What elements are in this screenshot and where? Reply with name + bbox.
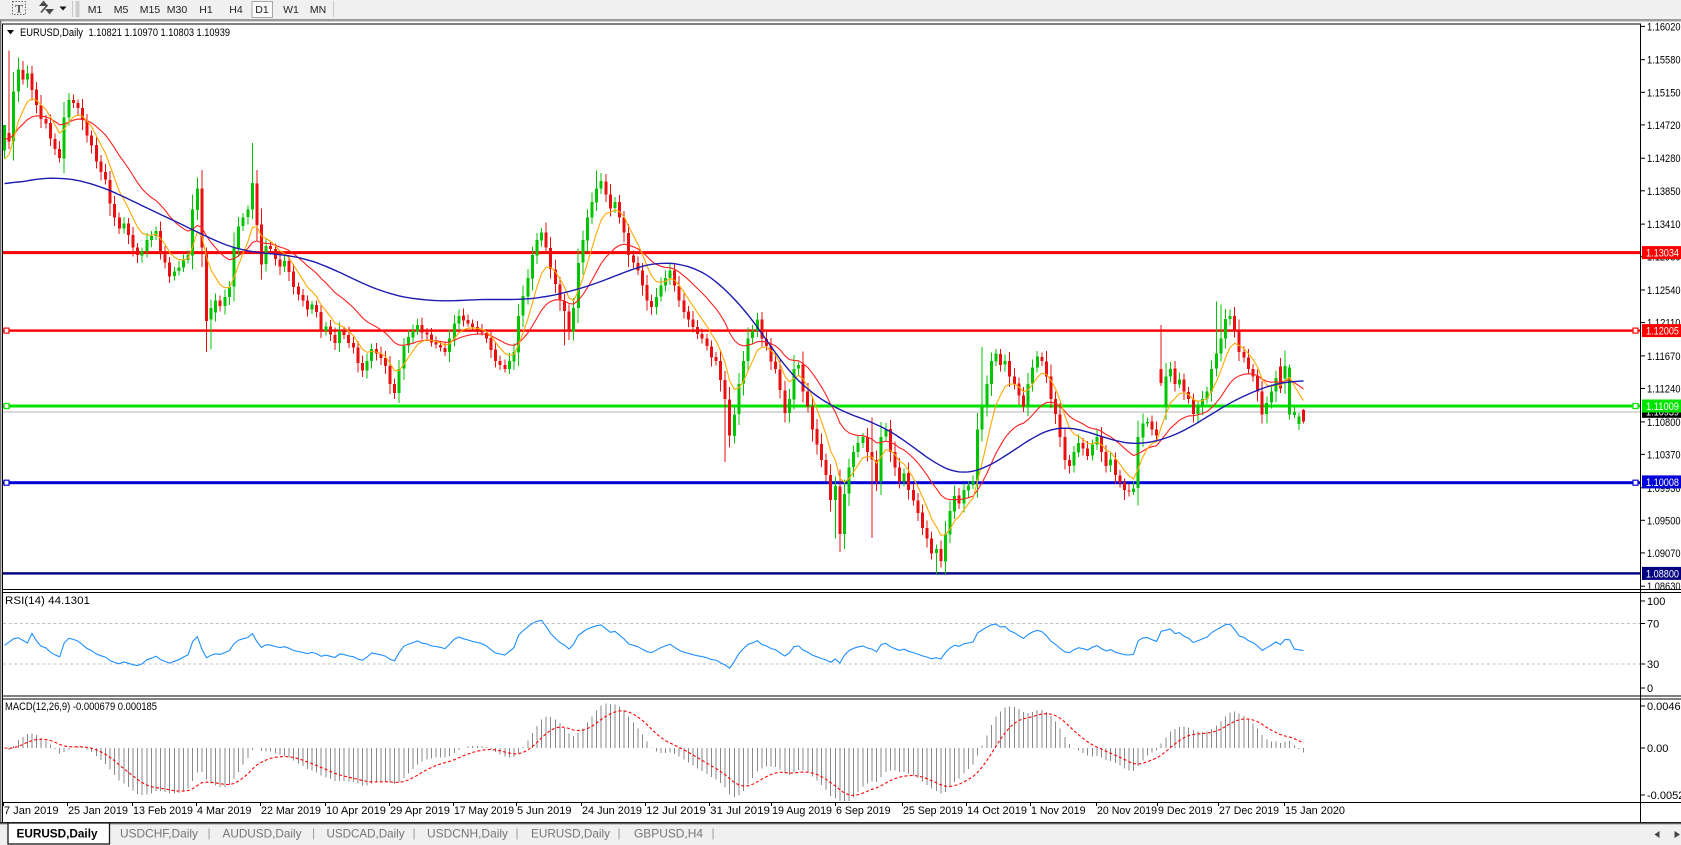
svg-text:1.14280: 1.14280 bbox=[1647, 153, 1681, 165]
svg-text:31 Jul 2019: 31 Jul 2019 bbox=[710, 805, 770, 817]
svg-text:9 Dec 2019: 9 Dec 2019 bbox=[1158, 805, 1213, 817]
svg-text:1.15150: 1.15150 bbox=[1647, 87, 1681, 99]
svg-text:1.13410: 1.13410 bbox=[1647, 219, 1681, 231]
svg-text:0.00: 0.00 bbox=[1647, 743, 1668, 755]
svg-text:-0.00529: -0.00529 bbox=[1647, 790, 1681, 802]
svg-text:5 Jun 2019: 5 Jun 2019 bbox=[517, 805, 572, 817]
svg-text:22 Mar 2019: 22 Mar 2019 bbox=[261, 805, 321, 817]
svg-text:M1: M1 bbox=[88, 4, 103, 16]
svg-text:30: 30 bbox=[1647, 659, 1659, 671]
svg-text:70: 70 bbox=[1647, 619, 1659, 631]
svg-text:H1: H1 bbox=[199, 4, 213, 16]
svg-text:20 Nov 2019: 20 Nov 2019 bbox=[1097, 805, 1157, 817]
svg-text:7 Jan 2019: 7 Jan 2019 bbox=[4, 805, 59, 817]
svg-text:MACD(12,26,9) -0.000679 0.0001: MACD(12,26,9) -0.000679 0.000185 bbox=[5, 701, 157, 713]
svg-text:0.00463: 0.00463 bbox=[1647, 701, 1681, 713]
svg-text:M15: M15 bbox=[140, 4, 161, 16]
svg-text:EURUSD,Daily: EURUSD,Daily bbox=[531, 827, 610, 841]
svg-text:|: | bbox=[312, 826, 315, 840]
svg-text:6 Sep 2019: 6 Sep 2019 bbox=[836, 805, 891, 817]
svg-text:25 Sep 2019: 25 Sep 2019 bbox=[903, 805, 963, 817]
svg-text:14 Oct 2019: 14 Oct 2019 bbox=[967, 805, 1027, 817]
svg-text:0: 0 bbox=[1647, 683, 1653, 695]
svg-text:27 Dec 2019: 27 Dec 2019 bbox=[1219, 805, 1279, 817]
svg-text:1.13850: 1.13850 bbox=[1647, 186, 1681, 198]
svg-text:|: | bbox=[207, 826, 210, 840]
svg-text:1.09500: 1.09500 bbox=[1647, 515, 1681, 527]
svg-text:M5: M5 bbox=[114, 4, 129, 16]
svg-text:4 Mar 2019: 4 Mar 2019 bbox=[197, 805, 252, 817]
svg-text:MN: MN bbox=[310, 4, 326, 16]
svg-text:GBPUSD,H4: GBPUSD,H4 bbox=[634, 827, 703, 841]
svg-text:1.10800: 1.10800 bbox=[1647, 417, 1681, 429]
svg-text:17 May 2019: 17 May 2019 bbox=[454, 805, 514, 817]
svg-text:RSI(14) 44.1301: RSI(14) 44.1301 bbox=[5, 595, 90, 607]
svg-text:1.10821 1.10970 1.10803 1.1093: 1.10821 1.10970 1.10803 1.10939 bbox=[89, 27, 231, 39]
svg-text:1.11009: 1.11009 bbox=[1646, 401, 1679, 413]
svg-text:12 Jul 2019: 12 Jul 2019 bbox=[646, 805, 706, 817]
svg-text:1.15580: 1.15580 bbox=[1647, 55, 1681, 67]
svg-text:USDCNH,Daily: USDCNH,Daily bbox=[427, 827, 508, 841]
svg-text:M30: M30 bbox=[167, 4, 188, 16]
svg-text:EURUSD,Daily: EURUSD,Daily bbox=[20, 27, 83, 39]
svg-text:|: | bbox=[617, 826, 620, 840]
svg-text:10 Apr 2019: 10 Apr 2019 bbox=[326, 805, 386, 817]
svg-text:D1: D1 bbox=[255, 4, 269, 16]
svg-text:19 Aug 2019: 19 Aug 2019 bbox=[772, 805, 832, 817]
svg-text:1 Nov 2019: 1 Nov 2019 bbox=[1031, 805, 1086, 817]
svg-text:EURUSD,Daily: EURUSD,Daily bbox=[17, 827, 98, 841]
svg-text:29 Apr 2019: 29 Apr 2019 bbox=[390, 805, 450, 817]
svg-text:H4: H4 bbox=[229, 4, 243, 16]
svg-text:USDCAD,Daily: USDCAD,Daily bbox=[327, 827, 405, 841]
svg-text:1.10008: 1.10008 bbox=[1646, 477, 1679, 489]
svg-text:1.12005: 1.12005 bbox=[1646, 326, 1679, 338]
svg-text:1.08800: 1.08800 bbox=[1646, 568, 1679, 580]
svg-text:1.11240: 1.11240 bbox=[1647, 384, 1681, 396]
svg-text:15 Jan 2020: 15 Jan 2020 bbox=[1285, 805, 1345, 817]
svg-text:1.11670: 1.11670 bbox=[1647, 351, 1681, 363]
svg-text:25 Jan 2019: 25 Jan 2019 bbox=[68, 805, 128, 817]
svg-text:1.14720: 1.14720 bbox=[1647, 120, 1681, 132]
svg-text:1.16020: 1.16020 bbox=[1647, 21, 1681, 33]
svg-text:|: | bbox=[515, 826, 518, 840]
svg-text:|: | bbox=[711, 826, 714, 840]
svg-text:W1: W1 bbox=[283, 4, 299, 16]
svg-text:1.09070: 1.09070 bbox=[1647, 548, 1681, 560]
svg-text:1.12540: 1.12540 bbox=[1647, 285, 1681, 297]
svg-text:1.13034: 1.13034 bbox=[1646, 248, 1679, 260]
svg-text:|: | bbox=[412, 826, 415, 840]
svg-text:1.10370: 1.10370 bbox=[1647, 449, 1681, 461]
svg-text:AUDUSD,Daily: AUDUSD,Daily bbox=[223, 827, 302, 841]
svg-text:USDCHF,Daily: USDCHF,Daily bbox=[120, 827, 198, 841]
svg-text:24 Jun 2019: 24 Jun 2019 bbox=[582, 805, 642, 817]
svg-text:100: 100 bbox=[1647, 596, 1665, 608]
svg-text:13 Feb 2019: 13 Feb 2019 bbox=[133, 805, 193, 817]
svg-text:1.08630: 1.08630 bbox=[1647, 581, 1681, 593]
svg-text:T: T bbox=[15, 2, 23, 16]
